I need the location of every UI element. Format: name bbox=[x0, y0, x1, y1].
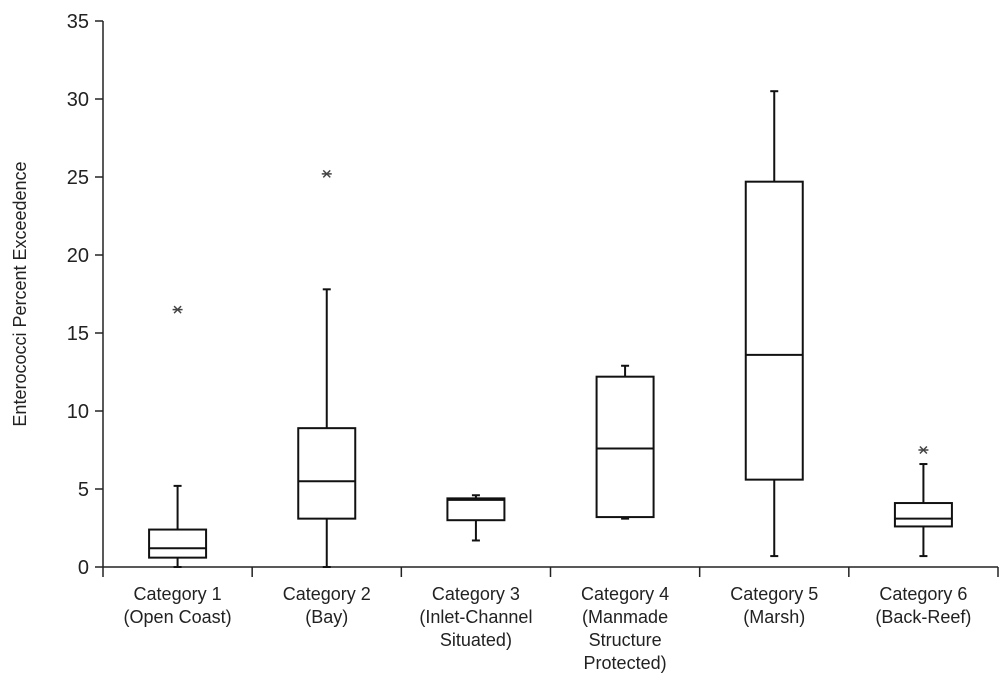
category-label-line: (Back-Reef) bbox=[875, 607, 971, 627]
y-axis-title: Enterococci Percent Exceedence bbox=[10, 161, 30, 426]
box-iqr bbox=[298, 428, 355, 518]
category-label-line: (Inlet-Channel bbox=[419, 607, 532, 627]
box-group bbox=[746, 91, 803, 556]
category-label-line: (Bay) bbox=[305, 607, 348, 627]
y-tick-label: 5 bbox=[78, 479, 89, 501]
category-label-line: Category 2 bbox=[283, 584, 371, 604]
outlier-point bbox=[918, 447, 928, 454]
box-group bbox=[149, 306, 206, 567]
category-label: Category 5 (Marsh) bbox=[730, 584, 818, 627]
outlier-point bbox=[322, 170, 332, 177]
box-iqr bbox=[447, 498, 504, 520]
y-tick-label: 0 bbox=[78, 557, 89, 579]
y-tick-label: 35 bbox=[67, 11, 89, 33]
category-label-line: Structure bbox=[589, 630, 662, 650]
boxes-layer bbox=[149, 91, 952, 567]
box-iqr bbox=[895, 503, 952, 526]
category-label-line: Category 1 bbox=[134, 584, 222, 604]
category-label-line: (Marsh) bbox=[743, 607, 805, 627]
category-label: Category 2 (Bay) bbox=[283, 584, 371, 627]
labels-layer: 0 5 10 15 20 25 30 35 Enterococci Percent Exceed… bbox=[10, 11, 971, 673]
category-label-line: Category 4 bbox=[581, 584, 669, 604]
category-label-line: (Manmade bbox=[582, 607, 668, 627]
category-label: Category 1 (Open Coast) bbox=[124, 584, 232, 627]
y-tick-label: 25 bbox=[67, 167, 89, 189]
category-label: Category 6 (Back-Reef) bbox=[875, 584, 971, 627]
box-group bbox=[895, 447, 952, 557]
box-group bbox=[447, 495, 504, 540]
box-iqr bbox=[597, 377, 654, 517]
category-label: Category 4 (Manmade Structure Protected) bbox=[581, 584, 669, 673]
category-label-line: Category 5 bbox=[730, 584, 818, 604]
y-tick-label: 15 bbox=[67, 323, 89, 345]
category-label-line: Category 3 bbox=[432, 584, 520, 604]
y-tick-label: 20 bbox=[67, 245, 89, 267]
category-label-line: (Open Coast) bbox=[124, 607, 232, 627]
box-iqr bbox=[746, 182, 803, 480]
category-label-line: Protected) bbox=[584, 653, 667, 673]
y-tick-label: 30 bbox=[67, 89, 89, 111]
box-group bbox=[597, 366, 654, 519]
category-label-line: Situated) bbox=[440, 630, 512, 650]
category-label: Category 3 (Inlet-Channel Situated) bbox=[419, 584, 532, 650]
axes-layer bbox=[95, 21, 998, 577]
outlier-point bbox=[173, 306, 183, 313]
box-iqr bbox=[149, 530, 206, 558]
y-tick-label: 10 bbox=[67, 401, 89, 423]
category-label-line: Category 6 bbox=[879, 584, 967, 604]
box-group bbox=[298, 170, 355, 567]
